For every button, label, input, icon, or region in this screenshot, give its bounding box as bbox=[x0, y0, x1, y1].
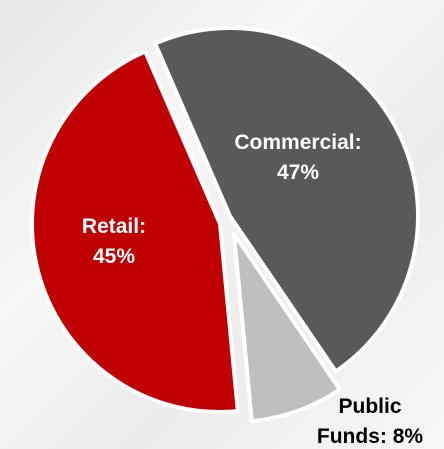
pie-labels: Commercial: 47% Public Funds: 8% Retail: 45% bbox=[82, 131, 424, 448]
pie-label-line-public-funds-2: Funds: 8% bbox=[317, 425, 423, 448]
pie-label-line-retail-2: 45% bbox=[93, 245, 135, 268]
pie-label-line-commercial-2: 47% bbox=[277, 161, 319, 184]
pie-slice-commercial bbox=[153, 26, 420, 374]
pie-label-line-commercial-1: Commercial: bbox=[234, 131, 361, 154]
pie-label-line-retail-1: Retail: bbox=[82, 215, 146, 238]
pie-slice-public-funds bbox=[232, 232, 342, 424]
pie-label-retail: Retail: 45% bbox=[82, 215, 146, 268]
pie-label-commercial: Commercial: 47% bbox=[234, 131, 361, 184]
pie-label-line-public-funds-1: Public bbox=[338, 395, 401, 418]
pie-slices bbox=[30, 26, 420, 424]
pie-label-public-funds: Public Funds: 8% bbox=[317, 395, 423, 448]
pie-slice-retail bbox=[30, 49, 240, 414]
